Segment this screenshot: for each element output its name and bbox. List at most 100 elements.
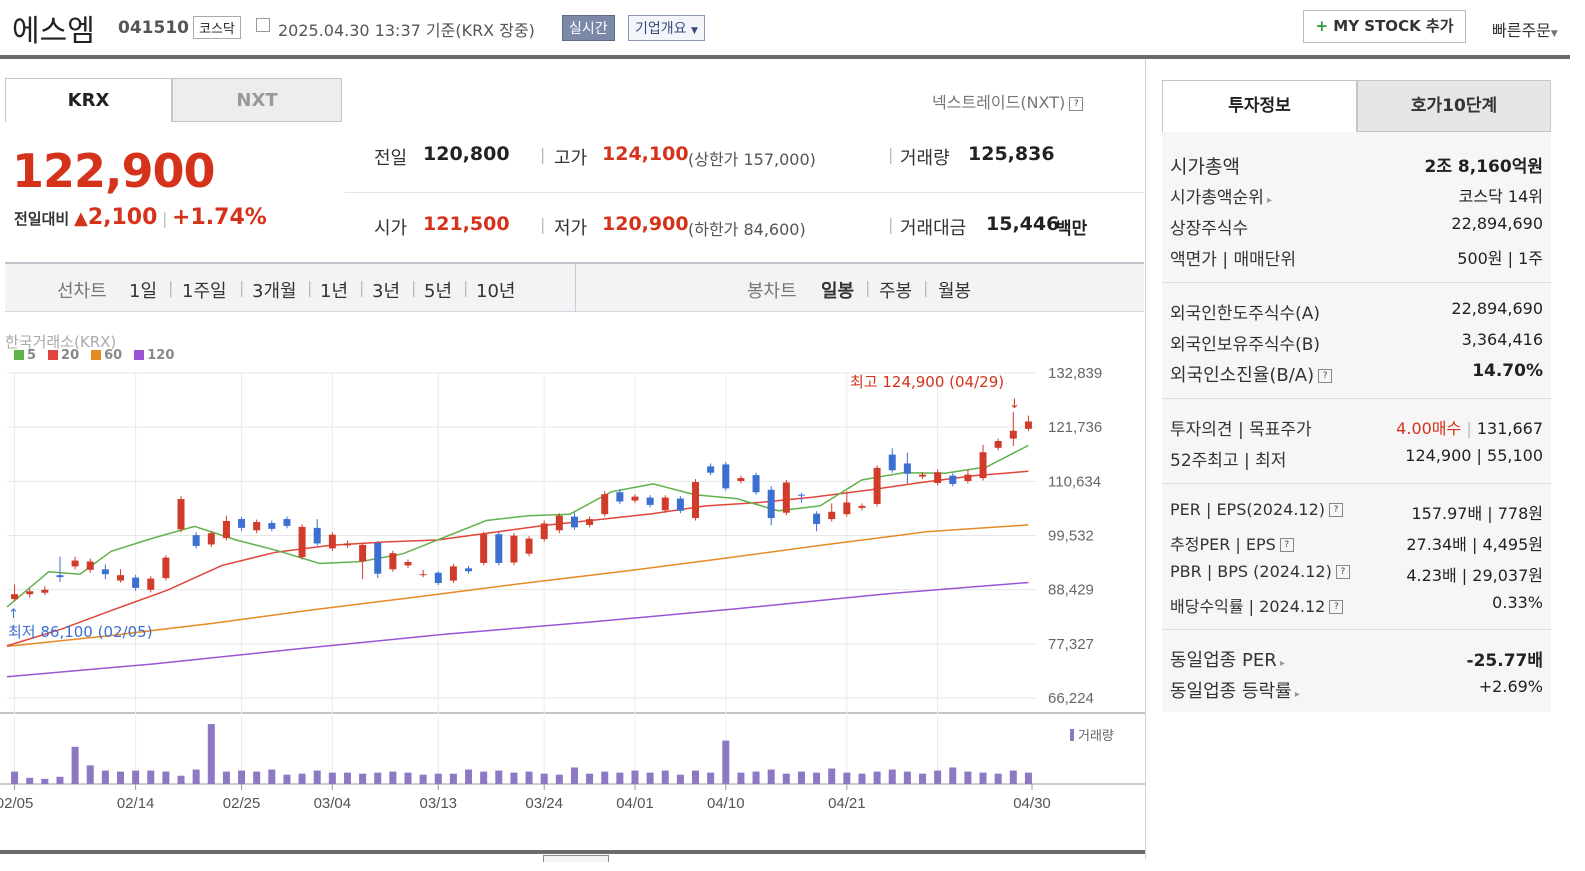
- candle-body: [525, 538, 533, 554]
- candle: [465, 565, 473, 574]
- tab-invest-info[interactable]: 투자정보: [1162, 80, 1357, 132]
- candle-body: [767, 489, 775, 519]
- period-1y[interactable]: 1년: [320, 281, 349, 302]
- candle: [86, 558, 94, 573]
- volume-bar: [495, 770, 503, 784]
- candle: [994, 438, 1002, 451]
- open-value: 121,500: [423, 213, 510, 235]
- volume-bar: [903, 771, 911, 784]
- volume-bar: [359, 773, 367, 784]
- volume-bar: [555, 774, 563, 784]
- info-row-sector-change[interactable]: 동일업종 등락률 ▸ +2.69%: [1170, 677, 1543, 703]
- high-value: 124,100: [602, 143, 689, 165]
- candle-body: [722, 464, 730, 489]
- price-change: 전일대비 ▲2,100 | +1.74%: [14, 205, 267, 230]
- quote-row-2: 시가 121,500 | 저가 120,900 (하한가 84,600) | 거…: [370, 213, 1140, 243]
- volume-bar: [253, 771, 261, 784]
- divider: |: [540, 145, 546, 164]
- max-annotation: 최고 124,900 (04/29): [850, 373, 1004, 391]
- help-icon[interactable]: ?: [1069, 96, 1084, 111]
- candle: [601, 491, 609, 517]
- candle: [979, 444, 987, 481]
- help-icon[interactable]: ?: [1335, 565, 1350, 579]
- volume-bar: [86, 765, 94, 784]
- candle: [919, 472, 927, 480]
- candle-weekly[interactable]: 주봉: [879, 281, 913, 302]
- info-row-sector-per[interactable]: 동일업종 PER ▸ -25.77배: [1170, 646, 1543, 672]
- candle-monthly[interactable]: 월봉: [938, 281, 972, 302]
- help-icon[interactable]: ?: [1318, 369, 1333, 383]
- candle: [449, 563, 457, 583]
- candle-daily[interactable]: 일봉: [821, 281, 855, 302]
- period-1w[interactable]: 1주일: [182, 281, 227, 302]
- period-3m[interactable]: 3개월: [252, 281, 297, 302]
- candle-body: [934, 472, 942, 483]
- period-3y[interactable]: 3년: [372, 281, 401, 302]
- company-overview-button[interactable]: 기업개요 ▼: [628, 15, 705, 41]
- realtime-button[interactable]: 실시간: [562, 15, 615, 41]
- candle-body: [147, 578, 155, 590]
- volume-bar: [767, 769, 775, 784]
- volume-bar: [737, 772, 745, 784]
- foreign-holding-label: 외국인보유주식수(B): [1170, 335, 1321, 355]
- volume-bar: [540, 773, 548, 784]
- candle-body: [343, 543, 351, 546]
- candle: [949, 473, 957, 487]
- candle-body: [737, 478, 745, 482]
- price-chart[interactable]: 거래량 132,839 121,736 110,634 99,532 88,429 77,…: [0, 360, 1145, 860]
- volume-bar: [994, 773, 1002, 784]
- x-tick-label: 03/24: [525, 795, 563, 812]
- candle: [56, 556, 64, 583]
- divider: |: [411, 278, 417, 297]
- quote-row-1: 전일 120,800 | 고가 124,100 (상한가 157,000) | …: [370, 143, 1140, 173]
- candle-body: [843, 502, 851, 515]
- period-10y[interactable]: 10년: [476, 281, 516, 302]
- candle: [510, 533, 518, 565]
- my-stock-label: MY STOCK 추가: [1333, 17, 1454, 35]
- nxt-link[interactable]: 넥스트레이드(NXT)?: [932, 89, 1084, 113]
- help-icon[interactable]: ?: [1279, 538, 1294, 552]
- period-5y[interactable]: 5년: [424, 281, 453, 302]
- info-divider: [1162, 282, 1551, 283]
- chart-resize-handle[interactable]: [543, 855, 609, 862]
- candle-body: [313, 527, 321, 544]
- tab-nxt[interactable]: NXT: [172, 78, 342, 122]
- est-per-label: 추정PER | EPS: [1170, 535, 1276, 554]
- help-icon[interactable]: ?: [1329, 503, 1343, 517]
- volume-bar: [238, 770, 246, 784]
- ma5-line: [6, 444, 1029, 608]
- volume-bar: [1009, 770, 1017, 784]
- up-triangle-icon: ▲: [73, 208, 88, 229]
- company-overview-label: 기업개요: [635, 21, 687, 37]
- y-tick-label: 121,736: [1048, 419, 1102, 436]
- candle-body: [116, 575, 124, 581]
- par-value-value: 500원 | 1주: [1457, 249, 1543, 268]
- candle: [147, 576, 155, 593]
- volume-bar: [828, 768, 836, 784]
- period-1d[interactable]: 1일: [129, 281, 158, 302]
- candle-body: [404, 561, 412, 566]
- plus-icon: +: [1315, 17, 1329, 35]
- quick-order-button[interactable]: 빠른주문▼: [1492, 17, 1558, 41]
- tab-order-book[interactable]: 호가10단계: [1357, 80, 1551, 132]
- foreign-holding-value: 3,364,416: [1461, 330, 1543, 349]
- candle-chart-label: 봉차트: [747, 281, 797, 302]
- candle: [177, 496, 185, 533]
- header-divider: [0, 55, 1570, 59]
- info-divider: [1162, 398, 1551, 399]
- open-label: 시가: [374, 218, 408, 239]
- ma-legend-label: 120: [147, 348, 175, 363]
- tab-krx[interactable]: KRX: [5, 78, 172, 122]
- candle-body: [616, 492, 624, 502]
- candle-body: [192, 535, 200, 546]
- help-icon[interactable]: ?: [1329, 600, 1344, 614]
- divider: |: [540, 215, 546, 234]
- 52week-value: 124,900 | 55,100: [1405, 446, 1543, 465]
- my-stock-button[interactable]: + MY STOCK 추가: [1303, 10, 1466, 43]
- dropdown-arrow-icon: ▼: [1550, 29, 1558, 39]
- info-row-market-cap-rank[interactable]: 시가총액순위 ▸ 코스닥 14위: [1170, 183, 1543, 208]
- candle: [71, 556, 79, 570]
- target-price: 131,667: [1476, 419, 1543, 438]
- foreign-limit-label: 외국인한도주식수(A): [1170, 304, 1321, 324]
- volume-bar: [661, 770, 669, 784]
